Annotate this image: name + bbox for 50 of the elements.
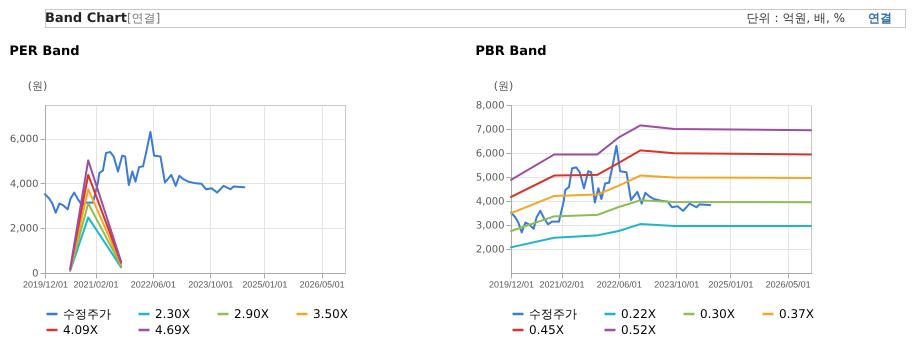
y-tick-label: 2,000 <box>476 244 504 256</box>
y-tick-label: 4,000 <box>476 196 504 208</box>
y-tick-label: 7,000 <box>476 124 504 136</box>
line-series <box>44 130 246 214</box>
x-tick-label: 2022/06/01 <box>596 280 642 290</box>
x-tick-label: 2021/02/01 <box>540 280 585 290</box>
chart-title: PER Band <box>9 44 80 59</box>
line-series <box>510 223 812 248</box>
x-tick-label: 2019/12/01 <box>488 280 534 290</box>
legend-label: 4.69X <box>155 323 190 337</box>
x-tick-label: 2023/10/01 <box>654 280 700 290</box>
line-series <box>510 174 812 214</box>
y-tick-label: 0 <box>32 268 38 280</box>
y-tick-label: 8,000 <box>476 100 504 112</box>
y-tick-label: 6,000 <box>10 134 38 146</box>
line-series <box>510 124 812 181</box>
legend-label: 2.90X <box>234 307 269 321</box>
line-series <box>510 144 712 234</box>
y-axis-title: (원) <box>28 80 48 92</box>
legend-label: 2.30X <box>155 307 190 321</box>
x-tick-label: 2026/05/01 <box>766 280 811 290</box>
x-tick-label: 2021/02/01 <box>74 280 119 290</box>
legend-label: 3.50X <box>313 307 348 321</box>
y-tick-label: 6,000 <box>476 148 504 160</box>
legend-label: 4.09X <box>63 323 98 337</box>
legend-label: 0.22X <box>621 307 656 321</box>
text: [연결] <box>127 11 160 25</box>
y-tick-label: 2,000 <box>10 224 38 235</box>
legend-label: 0.30X <box>700 307 735 321</box>
x-tick-label: 2026/05/01 <box>300 280 345 290</box>
x-tick-label: 2025/01/01 <box>708 280 754 290</box>
x-tick-label: 2022/06/01 <box>130 280 176 290</box>
legend-label: 수정주가 <box>63 307 111 321</box>
y-tick-label: 3,000 <box>476 220 504 232</box>
legend-label: 0.37X <box>779 307 814 321</box>
text: Band Chart <box>45 11 127 26</box>
chart-title: PBR Band <box>475 44 547 59</box>
y-tick-label: 4,000 <box>10 178 38 190</box>
legend-label: 0.52X <box>621 323 656 337</box>
x-tick-label: 2019/12/01 <box>22 280 68 290</box>
legend-label: 수정주가 <box>529 307 577 321</box>
x-tick-label: 2025/01/01 <box>242 280 288 290</box>
text: 단위 : 억원, 배, % <box>746 11 845 25</box>
text: 연결 <box>868 11 892 25</box>
legend-label: 0.45X <box>529 323 564 337</box>
y-axis-title: (원) <box>494 80 514 92</box>
y-tick-label: 5,000 <box>476 172 504 184</box>
line-series <box>510 199 812 232</box>
x-tick-label: 2023/10/01 <box>188 280 234 290</box>
line-series <box>510 149 812 198</box>
